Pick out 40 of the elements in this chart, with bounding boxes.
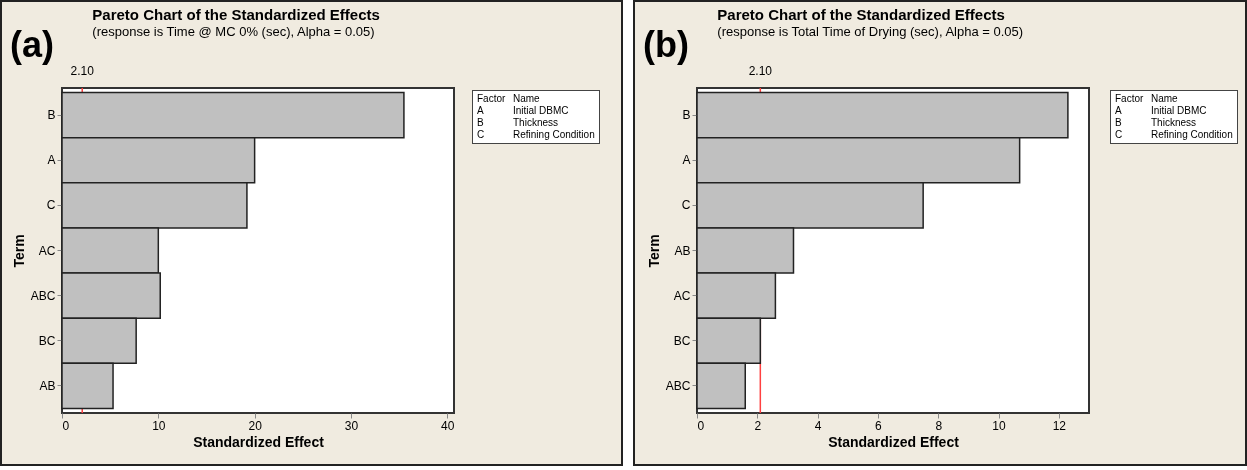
chart-title: Pareto Chart of the Standardized Effects [92,6,380,23]
factor-table: Factor Name A Initial DBMC B Thickness C Refining Condition [472,90,600,144]
x-tick-label: 6 [875,418,883,433]
x-tick-label: 2 [754,418,762,433]
y-tick-label: C [46,198,56,213]
panel-label: (a) [10,24,54,66]
x-tick-label: 30 [344,418,359,433]
y-tick-label: A [47,153,56,168]
y-tick-label: BC [673,333,691,348]
y-tick-label: ABC [30,288,56,303]
panel-label: (b) [643,24,689,66]
y-tick-label: B [682,108,691,123]
x-axis-title: Standardized Effect [193,433,325,450]
x-tick-label: 4 [814,418,822,433]
y-tick-label: AC [673,288,691,303]
y-tick-label: AB [39,378,56,393]
y-tick-label: B [47,108,56,123]
x-tick-label: 40 [441,418,455,433]
x-tick-label: 12 [1052,418,1067,433]
factor-table: Factor Name A Initial DBMC B Thickness C Refining Condition [1110,90,1238,144]
ref-line-label: 2.10 [748,64,773,78]
x-tick-label: 0 [62,418,70,433]
ref-line-label: 2.10 [70,64,95,78]
x-tick-label: 10 [152,418,166,433]
y-tick-label: A [682,153,691,168]
chart-subtitle: (response is Time @ MC 0% (sec), Alpha = 0.05) [92,24,375,39]
chart-subtitle: (response is Total Time of Drying (sec), Alpha = 0.05) [717,24,1024,39]
y-tick-label: AB [674,243,691,258]
y-axis-title: Term [10,234,27,268]
x-tick-label: 8 [935,418,943,433]
chart-title: Pareto Chart of the Standardized Effects [717,6,1005,23]
x-tick-label: 20 [248,418,263,433]
x-tick-label: 0 [697,418,705,433]
y-tick-label: BC [38,333,56,348]
y-tick-label: AC [38,243,56,258]
x-axis-title: Standardized Effect [828,433,960,450]
x-tick-label: 10 [992,418,1007,433]
y-tick-label: ABC [665,378,691,393]
y-tick-label: C [681,198,691,213]
y-axis-title: Term [645,234,662,268]
